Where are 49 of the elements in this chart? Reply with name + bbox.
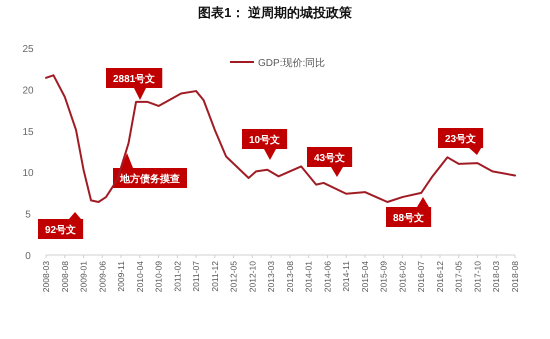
x-tick-label: 2008-08 xyxy=(60,260,70,292)
x-tick-label: 2013-08 xyxy=(284,260,295,292)
x-tick-label: 2014-01 xyxy=(304,260,314,292)
x-tick-label: 2015-04 xyxy=(360,260,370,292)
y-tick-label: 0 xyxy=(25,251,32,262)
callout: 88号文 xyxy=(386,197,432,227)
callout: 地方债务摸查 xyxy=(113,153,187,188)
x-tick-label: 2009-06 xyxy=(97,260,108,292)
x-tick-label: 2014-06 xyxy=(322,260,332,292)
x-tick-label: 2009-01 xyxy=(78,260,89,292)
x-tick-label: 2010-09 xyxy=(154,260,164,292)
legend-label: GDP:现价:同比 xyxy=(258,57,326,69)
x-tick-label: 2017-10 xyxy=(472,260,482,292)
y-tick-label: 20 xyxy=(22,85,34,96)
x-tick-label: 2010-04 xyxy=(134,260,145,292)
x-tick-label: 2012-05 xyxy=(228,260,239,292)
y-tick-label: 5 xyxy=(25,210,32,221)
chart-title: 图表1： 逆周期的城投政策 xyxy=(198,5,353,20)
annotation: 2881号文 xyxy=(113,73,156,85)
x-tick-label: 2016-02 xyxy=(397,260,408,292)
annotation: 地方债务摸查 xyxy=(119,173,180,185)
x-tick-label: 2013-03 xyxy=(266,260,276,292)
x-tick-label: 2011-02 xyxy=(172,260,182,292)
annotation: 43号文 xyxy=(314,152,346,164)
x-tick-label: 2016-12 xyxy=(434,260,445,292)
callout: 23号文 xyxy=(438,128,484,155)
x-tick-label: 2018-03 xyxy=(491,260,502,292)
x-tick-label: 2009-11 xyxy=(116,260,126,292)
x-tick-label: 2012-10 xyxy=(247,260,258,292)
callout: 10号文 xyxy=(242,129,288,160)
x-tick-label: 2011-07 xyxy=(191,260,202,292)
y-tick-label: 15 xyxy=(22,126,34,138)
x-tick-label: 2008-03 xyxy=(41,260,51,292)
callout: 43号文 xyxy=(307,147,352,177)
x-tick-label: 2011-12 xyxy=(210,260,220,292)
callout: 2881号文 xyxy=(106,68,162,100)
x-tick-label: 2014-11 xyxy=(341,260,352,292)
x-tick-label: 2015-09 xyxy=(378,260,389,292)
annotation: 92号文 xyxy=(45,224,76,236)
line-series xyxy=(45,74,516,204)
annotation: 88号文 xyxy=(393,212,424,224)
annotation: 10号文 xyxy=(249,134,280,146)
annotation: 23号文 xyxy=(445,133,476,145)
y-tick-label: 10 xyxy=(22,168,34,180)
callout: 92号文 xyxy=(38,212,84,239)
y-tick-label: 25 xyxy=(22,44,34,55)
x-tick-label: 2017-05 xyxy=(454,260,464,292)
x-tick-label: 2018-08 xyxy=(510,260,520,292)
x-tick-label: 2016-07 xyxy=(416,260,426,292)
